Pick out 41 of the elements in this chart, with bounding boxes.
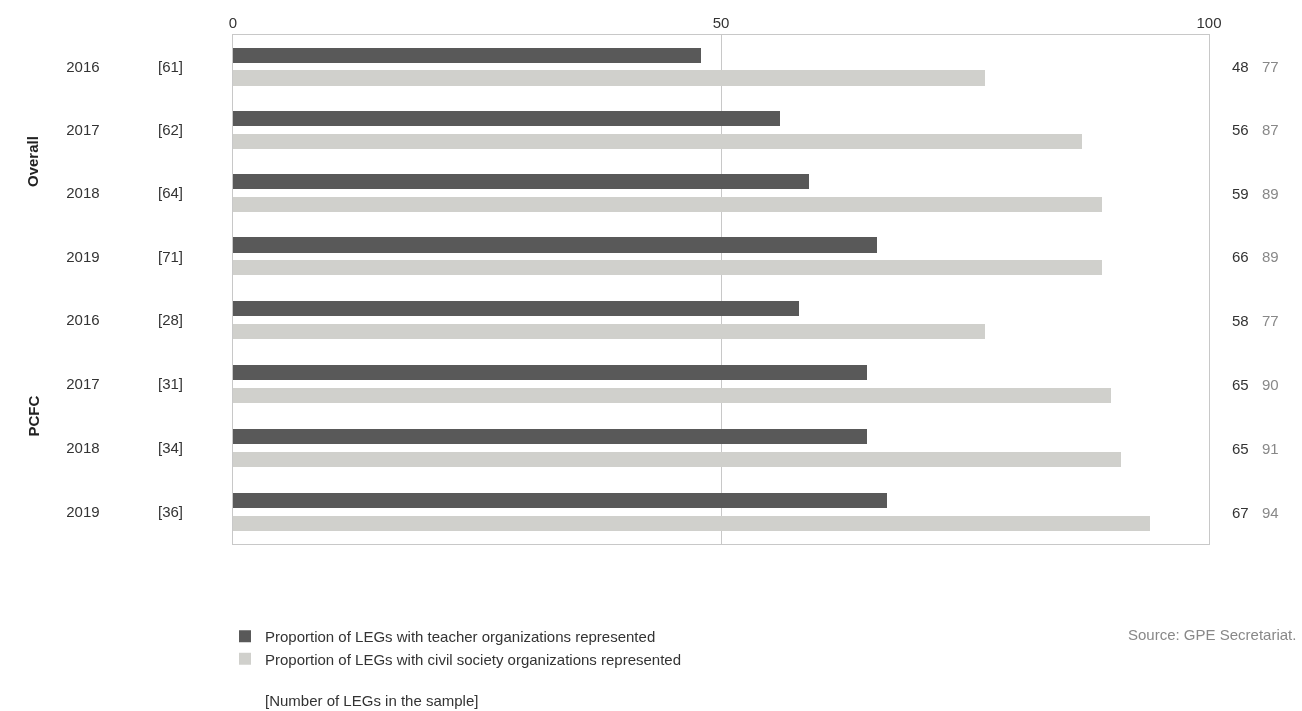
x-tick-label: 50 (712, 14, 730, 31)
data-label: 66 (1232, 248, 1249, 265)
x-tick-label: 100 (1196, 14, 1222, 31)
x-tick-label: 0 (228, 14, 238, 31)
legend-label: Proportion of LEGs with teacher organizations represented (265, 628, 656, 646)
y-axis-title: Overall (24, 136, 41, 187)
data-label: 65 (1232, 440, 1249, 457)
bar (233, 111, 780, 126)
bar (233, 174, 809, 189)
bar (233, 48, 701, 63)
data-label: 94 (1262, 504, 1279, 521)
data-label: 90 (1262, 376, 1279, 393)
y-tick-label: 2016 [28] (66, 311, 183, 329)
bar (233, 493, 887, 508)
data-label: 65 (1232, 376, 1249, 393)
y-tick-label: 2016 [61] (66, 57, 183, 75)
data-label: 67 (1232, 504, 1249, 521)
data-label: 56 (1232, 121, 1249, 138)
data-label: 59 (1232, 185, 1249, 202)
bar (233, 429, 867, 444)
data-label: 87 (1262, 121, 1279, 138)
y-tick-label: 2019 [36] (66, 503, 183, 521)
legend-label: Proportion of LEGs with civil society organizations represented (265, 650, 682, 668)
y-axis-title: PCFC (24, 395, 42, 437)
data-label: 48 (1232, 58, 1249, 75)
data-label: 89 (1262, 248, 1279, 265)
bar (233, 365, 867, 380)
y-tick-label: 2017 [62] (66, 121, 183, 139)
data-label: 58 (1232, 312, 1249, 329)
y-tick-label: 2017 [31] (66, 375, 183, 393)
data-label: 89 (1262, 185, 1279, 202)
bar (233, 237, 877, 253)
text: [Number of LEGs in the sample] (265, 692, 479, 709)
y-tick-label: 2018 [34] (66, 439, 183, 457)
bar (233, 301, 799, 316)
data-label: 77 (1262, 312, 1279, 329)
y-tick-label: 2018 [64] (66, 184, 183, 202)
source-note: Source: GPE Secretariat. (1128, 626, 1297, 643)
data-label: 91 (1262, 440, 1279, 457)
y-tick-label: 2019 [71] (66, 247, 183, 265)
data-label: 77 (1262, 58, 1279, 75)
